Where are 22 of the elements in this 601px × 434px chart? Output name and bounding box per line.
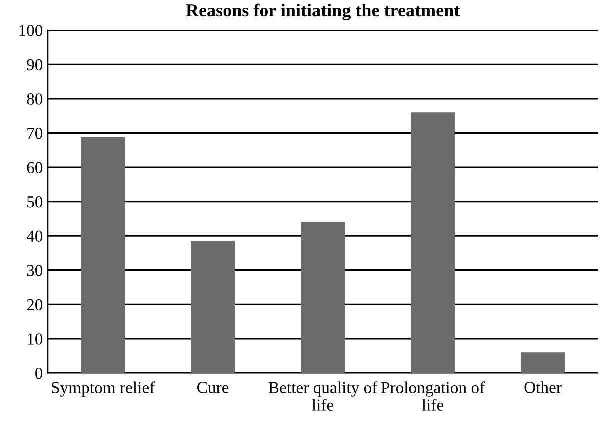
y-tick-label: 60 <box>27 162 43 174</box>
x-tick-label: Better quality of life <box>268 382 378 411</box>
y-tick-label: 80 <box>27 94 43 105</box>
bar <box>301 222 346 374</box>
y-tick-label: 20 <box>27 299 43 311</box>
y-tick-label: 90 <box>27 59 43 71</box>
x-tick-label: Prolongation of life <box>381 382 486 411</box>
x-tick-label: Other <box>524 382 562 394</box>
y-tick-label: 10 <box>28 334 43 345</box>
bar <box>411 112 456 374</box>
y-tick-label: 100 <box>20 25 43 36</box>
y-tick-label: 30 <box>27 265 43 276</box>
bar <box>81 137 126 374</box>
y-tick-label: 0 <box>36 368 43 380</box>
x-tick-label: Cure <box>198 382 229 394</box>
y-tick-label: 50 <box>28 196 43 208</box>
y-tick-label: 70 <box>28 128 43 140</box>
chart-title: Reasons for initiating the treatment <box>186 4 460 20</box>
x-tick-label: Symptom relief <box>52 382 156 397</box>
bar <box>521 352 565 374</box>
y-tick-label: 40 <box>26 230 43 242</box>
bar <box>191 241 236 374</box>
